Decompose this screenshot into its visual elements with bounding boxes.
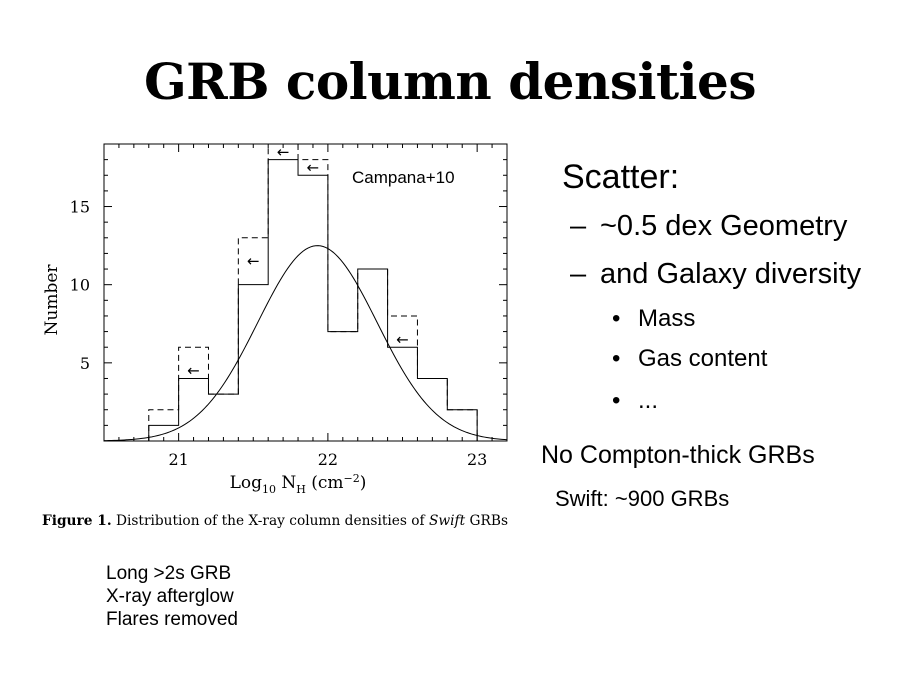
bullet-heading: Scatter: <box>562 158 680 196</box>
limit-bar <box>208 394 238 441</box>
histogram-bar <box>208 394 238 441</box>
histogram-bar <box>298 175 328 441</box>
sub-sub-bullet-text: Gas content <box>638 345 768 372</box>
dash-marker: – <box>570 210 587 242</box>
slide-title: GRB column densities <box>143 52 757 111</box>
left-arrow-icon: ← <box>396 330 409 348</box>
selection-line: Flares removed <box>106 609 238 630</box>
left-arrow-icon: ← <box>277 143 290 161</box>
selection-note: Long >2s GRB X-ray afterglow Flares remo… <box>106 562 238 631</box>
sub-bullet-text: and Galaxy diversity <box>600 258 862 290</box>
plot-frame <box>103 143 508 442</box>
gaussian-fit-curve <box>103 245 508 442</box>
limit-bar <box>328 332 358 441</box>
x-tick-label: 21 <box>168 450 188 469</box>
y-tick-label: 15 <box>70 198 90 217</box>
chart-annotation: Campana+10 <box>352 168 455 187</box>
swift-note: Swift: ~900 GRBs <box>555 486 730 511</box>
detection-histogram <box>148 159 478 441</box>
caption-text: Distribution of the X-ray column densiti… <box>116 513 426 529</box>
bullet-dot: • <box>612 345 621 372</box>
bullet-dot: • <box>612 305 621 332</box>
histogram-bar <box>179 378 209 441</box>
histogram-bar <box>358 269 388 441</box>
nh-histogram-chart: 21 22 23 5 10 15 ← ← ← ← ← Campana+10 Number Log10… <box>42 143 508 529</box>
histogram-bar <box>238 285 268 441</box>
y-axis-label: Number <box>42 264 62 336</box>
bullet-dot: • <box>612 387 621 414</box>
y-tick-label: 10 <box>70 276 90 295</box>
selection-line: Long >2s GRB <box>106 563 232 584</box>
limit-bar <box>358 269 388 441</box>
sub-bullet-text: ~0.5 dex Geometry <box>600 210 848 242</box>
compton-note: No Compton-thick GRBs <box>541 441 815 469</box>
dash-marker: – <box>570 258 587 290</box>
left-arrow-icon: ← <box>247 252 260 270</box>
limit-bar <box>298 160 328 441</box>
figure-caption: Figure 1. Distribution of the X-ray colu… <box>42 513 508 529</box>
x-tick-label: 23 <box>467 450 487 469</box>
x-axis-label: Log10 NH (cm−2) <box>230 472 367 496</box>
left-arrow-icon: ← <box>187 362 200 380</box>
sub-sub-bullet-text: Mass <box>638 305 696 332</box>
histogram-bar <box>328 332 358 441</box>
left-arrow-icon: ← <box>307 158 320 176</box>
upper-limit-histogram <box>148 143 478 441</box>
caption-emphasis: Swift <box>429 513 466 529</box>
caption-label: Figure 1. <box>42 513 112 529</box>
y-tick-label: 5 <box>80 354 90 373</box>
sub-sub-bullet-text: ... <box>638 387 659 414</box>
selection-line: X-ray afterglow <box>106 586 234 607</box>
histogram-bar <box>388 347 418 441</box>
histogram-bar <box>268 160 298 441</box>
caption-text-end: GRBs <box>470 513 509 529</box>
x-tick-label: 22 <box>318 450 338 469</box>
